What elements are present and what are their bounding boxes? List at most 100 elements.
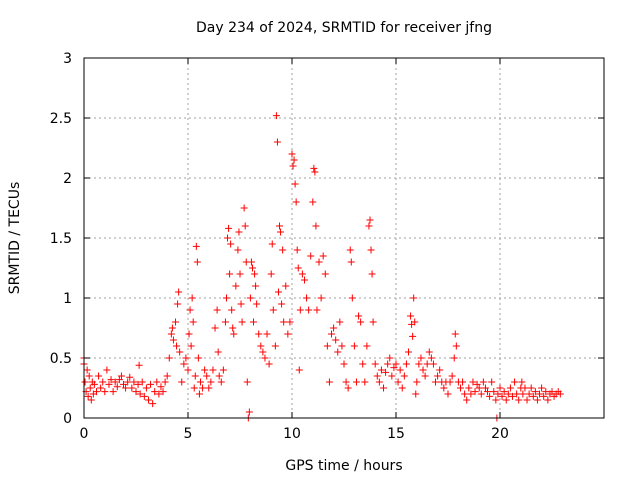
data-point	[222, 294, 230, 302]
data-point	[292, 198, 300, 206]
data-point	[459, 378, 467, 386]
data-point	[195, 390, 203, 398]
data-point	[340, 360, 348, 368]
data-point	[298, 270, 306, 278]
data-point	[366, 216, 374, 224]
data-point	[85, 372, 93, 380]
data-point	[113, 383, 121, 391]
data-point	[450, 354, 458, 362]
data-point	[182, 354, 190, 362]
data-point	[303, 294, 311, 302]
data-point	[284, 330, 292, 338]
data-point	[205, 384, 213, 392]
data-point	[515, 396, 523, 404]
data-point	[111, 378, 119, 386]
data-point	[173, 342, 181, 350]
data-point	[134, 380, 142, 388]
data-point	[330, 324, 338, 332]
x-tick-label: 20	[491, 426, 509, 442]
data-point	[103, 366, 111, 374]
data-point	[280, 318, 288, 326]
y-tick-labels: 0 0.5 1 1.5 2 2.5 3	[50, 51, 72, 427]
data-point	[226, 270, 234, 278]
data-point	[477, 390, 485, 398]
data-point	[432, 378, 440, 386]
data-point	[169, 336, 177, 344]
data-point	[277, 228, 285, 236]
data-point	[253, 300, 261, 308]
data-point	[384, 360, 392, 368]
data-point	[417, 354, 425, 362]
data-point	[312, 222, 320, 230]
data-point	[215, 372, 223, 380]
data-point	[268, 240, 276, 248]
data-point	[265, 360, 273, 368]
data-point	[413, 378, 421, 386]
data-point	[419, 366, 427, 374]
data-point	[289, 162, 297, 170]
data-point	[288, 150, 296, 158]
y-tick-label: 1.5	[50, 231, 72, 247]
data-point	[165, 354, 173, 362]
data-point	[97, 384, 105, 392]
data-point	[144, 396, 152, 404]
data-point	[451, 330, 459, 338]
data-point	[415, 360, 423, 368]
x-tick-label: 10	[283, 426, 301, 442]
data-point	[178, 378, 186, 386]
data-point	[201, 366, 209, 374]
data-point	[536, 390, 544, 398]
data-point	[219, 366, 227, 374]
y-tick-label: 3	[63, 51, 72, 67]
data-point	[213, 306, 221, 314]
data-point	[390, 364, 398, 372]
data-point	[130, 378, 138, 386]
data-point	[446, 378, 454, 386]
data-point	[217, 378, 225, 386]
data-point	[338, 342, 346, 350]
data-point	[511, 378, 519, 386]
data-point	[294, 264, 302, 272]
data-point	[500, 388, 508, 396]
data-point	[240, 204, 248, 212]
data-point	[124, 378, 132, 386]
data-point	[84, 392, 92, 400]
data-point	[175, 288, 183, 296]
data-point	[359, 360, 367, 368]
data-point	[373, 372, 381, 380]
data-point	[273, 138, 281, 146]
data-point	[186, 306, 194, 314]
data-point	[371, 360, 379, 368]
data-point	[230, 330, 238, 338]
data-point	[348, 294, 356, 302]
data-point	[346, 246, 354, 254]
data-point	[293, 246, 301, 254]
data-point	[398, 384, 406, 392]
data-point	[363, 342, 371, 350]
data-point	[506, 384, 514, 392]
data-point	[321, 270, 329, 278]
data-point	[513, 390, 521, 398]
data-point	[538, 384, 546, 392]
data-point	[332, 336, 340, 344]
data-point	[311, 168, 319, 176]
data-point	[184, 366, 192, 374]
data-point	[87, 396, 95, 404]
data-point	[315, 258, 323, 266]
data-point	[138, 378, 146, 386]
data-point	[211, 324, 219, 332]
data-point	[192, 242, 200, 250]
data-point	[199, 384, 207, 392]
data-point	[540, 392, 548, 400]
data-point	[367, 246, 375, 254]
data-point	[544, 396, 552, 404]
data-point	[436, 366, 444, 374]
data-point	[147, 380, 155, 388]
data-point	[227, 240, 235, 248]
data-point	[83, 366, 91, 374]
data-point	[193, 258, 201, 266]
data-point	[185, 330, 193, 338]
y-tick-label: 0.5	[50, 351, 72, 367]
data-point	[245, 408, 253, 416]
data-point	[488, 378, 496, 386]
